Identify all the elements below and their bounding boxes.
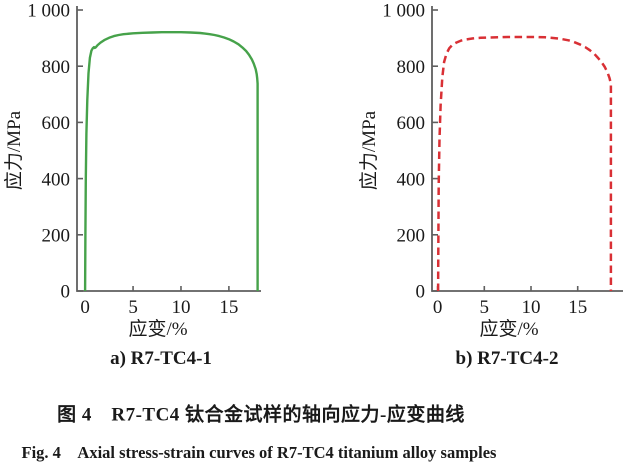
y-tick-label: 600: [42, 113, 71, 134]
curve-r7-tc4-1: [83, 31, 259, 292]
y-tick-label: 800: [397, 57, 426, 78]
chart-sub-caption: b) R7-TC4-2: [456, 348, 559, 369]
y-tick-label: 200: [397, 225, 426, 246]
y-tick-label: 1 000: [27, 1, 70, 22]
x-axis-label: 应变/%: [479, 318, 538, 340]
y-tick-label: 400: [397, 169, 426, 190]
x-tick-label: 0: [80, 297, 90, 318]
x-tick-label: 15: [568, 297, 587, 318]
stress-strain-charts: 0 5 10 15 0 200 400 600 800 1 000 应力/MPa 应变/% a) R7-…: [3, 1, 623, 369]
y-axis-label: 应力/MPa: [3, 110, 25, 190]
x-tick-label: 10: [522, 297, 541, 318]
figure-caption-chinese: 图 4 R7-TC4 钛合金试样的轴向应力-应变曲线: [57, 404, 465, 426]
x-tick-label: 15: [219, 297, 238, 318]
curve-r7-tc4-2: [436, 35, 613, 292]
y-tick-label: 800: [42, 57, 71, 78]
x-axis-label: 应变/%: [128, 318, 187, 340]
y-tick-label: 200: [42, 225, 71, 246]
chart-sub-caption: a) R7-TC4-1: [110, 348, 212, 369]
figure-caption-english: Fig. 4 Axial stress-strain curves of R7-…: [21, 443, 497, 462]
x-tick-label: 5: [128, 297, 138, 318]
x-tick-label: 5: [480, 297, 490, 318]
chart-b-r7-tc4-2: 0 5 10 15 0 200 400 600 800 1 000 应力/MPa 应变/% b) R7-…: [358, 1, 623, 369]
axes-lines: [76, 6, 261, 292]
y-tick-label: 600: [397, 113, 426, 134]
x-tick-label: 10: [171, 297, 190, 318]
axes-lines: [431, 6, 623, 292]
y-tick-label: 400: [42, 169, 71, 190]
x-tick-label: 0: [433, 297, 443, 318]
chart-a-r7-tc4-1: 0 5 10 15 0 200 400 600 800 1 000 应力/MPa 应变/% a) R7-…: [3, 1, 261, 369]
y-tick-label: 1 000: [382, 1, 425, 22]
y-tick-label: 0: [61, 282, 71, 303]
y-axis-label: 应力/MPa: [358, 110, 380, 190]
y-tick-label: 0: [416, 282, 426, 303]
